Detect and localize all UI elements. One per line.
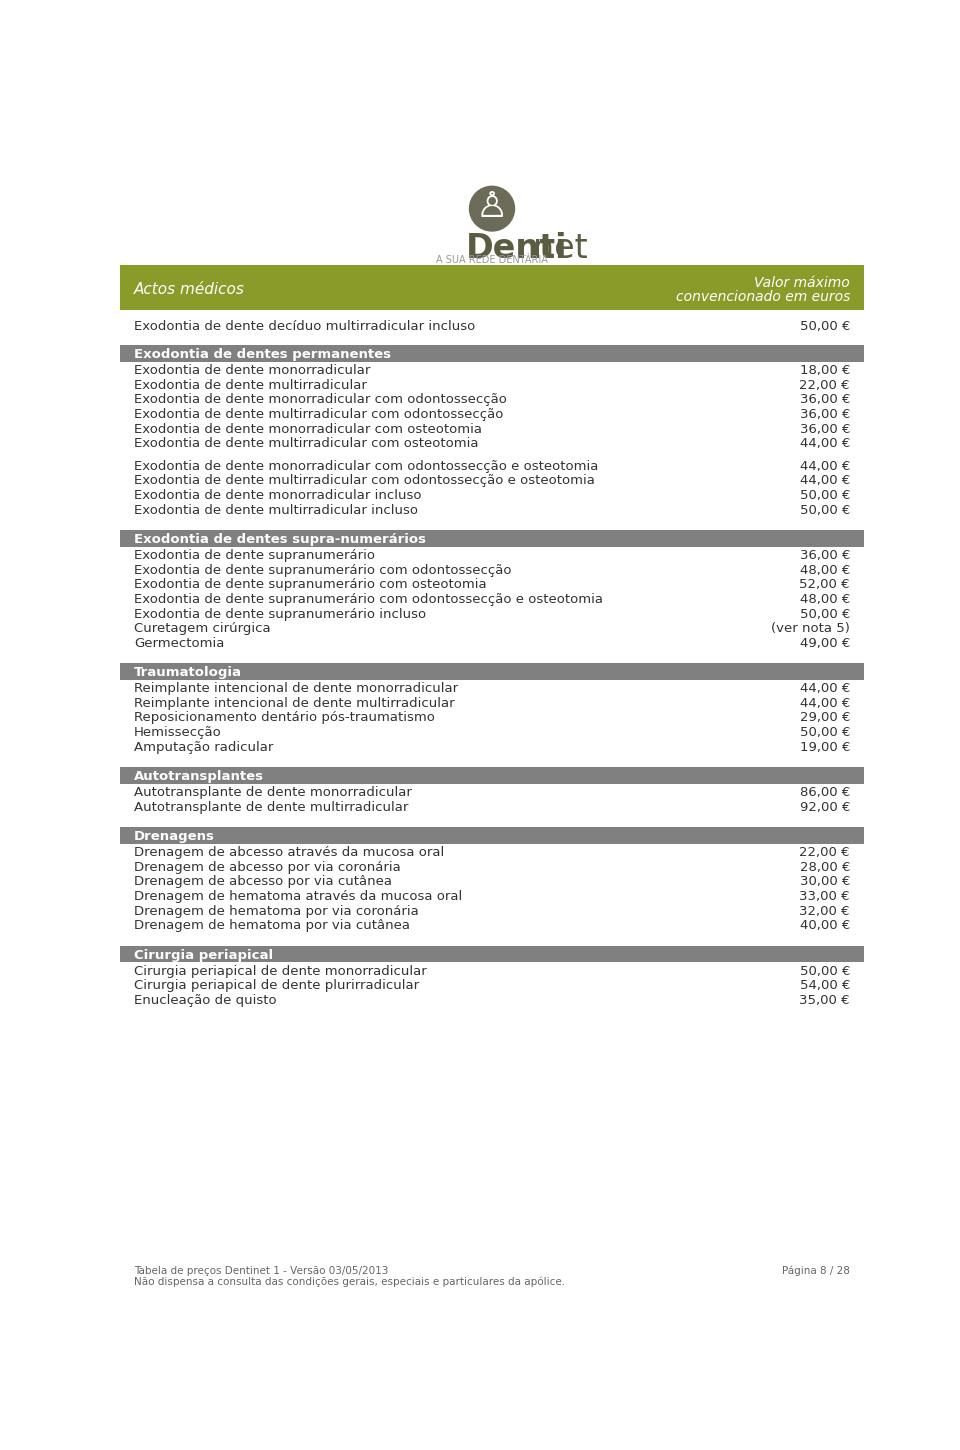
Text: Germectomia: Germectomia bbox=[134, 637, 225, 650]
Text: Drenagem de abcesso por via cutânea: Drenagem de abcesso por via cutânea bbox=[134, 876, 392, 889]
Text: Exodontia de dente supranumerário: Exodontia de dente supranumerário bbox=[134, 550, 375, 563]
Text: 29,00 €: 29,00 € bbox=[800, 712, 850, 725]
Text: 19,00 €: 19,00 € bbox=[800, 741, 850, 754]
Text: ♙: ♙ bbox=[476, 190, 508, 225]
Text: 22,00 €: 22,00 € bbox=[800, 847, 850, 860]
Text: Hemissecção: Hemissecção bbox=[134, 726, 222, 740]
Text: 36,00 €: 36,00 € bbox=[800, 393, 850, 406]
Text: 36,00 €: 36,00 € bbox=[800, 423, 850, 435]
Text: 44,00 €: 44,00 € bbox=[800, 438, 850, 451]
Text: Exodontia de dente decíduo multirradicular incluso: Exodontia de dente decíduo multirradicul… bbox=[134, 320, 475, 334]
Text: Reposicionamento dentário pós-traumatismo: Reposicionamento dentário pós-traumatism… bbox=[134, 712, 435, 725]
Text: 44,00 €: 44,00 € bbox=[800, 460, 850, 473]
Text: 22,00 €: 22,00 € bbox=[800, 378, 850, 392]
Text: Denti: Denti bbox=[466, 232, 567, 265]
Text: Exodontia de dente supranumerário incluso: Exodontia de dente supranumerário inclus… bbox=[134, 608, 426, 621]
Text: 32,00 €: 32,00 € bbox=[800, 905, 850, 918]
Bar bbox=[120, 945, 864, 963]
Text: Autotransplantes: Autotransplantes bbox=[134, 770, 264, 783]
Bar bbox=[120, 265, 864, 309]
Text: Autotransplante de dente multirradicular: Autotransplante de dente multirradicular bbox=[134, 800, 408, 813]
Text: 50,00 €: 50,00 € bbox=[800, 503, 850, 516]
Text: Página 8 / 28: Página 8 / 28 bbox=[782, 1266, 850, 1276]
Text: Exodontia de dente multirradicular com osteotomia: Exodontia de dente multirradicular com o… bbox=[134, 438, 478, 451]
Text: 86,00 €: 86,00 € bbox=[800, 786, 850, 799]
Text: Exodontia de dente multirradicular: Exodontia de dente multirradicular bbox=[134, 378, 367, 392]
Bar bbox=[120, 345, 864, 362]
Bar bbox=[120, 663, 864, 680]
Text: A SUA REDE DENTÁRIA: A SUA REDE DENTÁRIA bbox=[436, 255, 548, 265]
Text: Cirurgia periapical de dente plurirradicular: Cirurgia periapical de dente plurirradic… bbox=[134, 979, 420, 992]
Text: 48,00 €: 48,00 € bbox=[800, 593, 850, 606]
Text: 35,00 €: 35,00 € bbox=[800, 995, 850, 1008]
Text: Actos médicos: Actos médicos bbox=[134, 281, 245, 297]
Text: 92,00 €: 92,00 € bbox=[800, 800, 850, 813]
Text: Exodontia de dentes permanentes: Exodontia de dentes permanentes bbox=[134, 348, 391, 361]
Text: Não dispensa a consulta das condições gerais, especiais e particulares da apólic: Não dispensa a consulta das condições ge… bbox=[134, 1276, 565, 1288]
Text: Exodontia de dente monorradicular com osteotomia: Exodontia de dente monorradicular com os… bbox=[134, 423, 482, 435]
Text: Drenagens: Drenagens bbox=[134, 829, 215, 842]
Text: 44,00 €: 44,00 € bbox=[800, 697, 850, 710]
Text: 52,00 €: 52,00 € bbox=[800, 579, 850, 592]
Text: Exodontia de dente monorradicular com odontossecção: Exodontia de dente monorradicular com od… bbox=[134, 393, 507, 406]
Text: 50,00 €: 50,00 € bbox=[800, 489, 850, 502]
Text: Exodontia de dente supranumerário com osteotomia: Exodontia de dente supranumerário com os… bbox=[134, 579, 487, 592]
Text: Drenagem de hematoma através da mucosa oral: Drenagem de hematoma através da mucosa o… bbox=[134, 890, 462, 903]
Text: 50,00 €: 50,00 € bbox=[800, 608, 850, 621]
Text: 44,00 €: 44,00 € bbox=[800, 682, 850, 695]
Text: 50,00 €: 50,00 € bbox=[800, 964, 850, 977]
Text: Tabela de preços Dentinet 1 - Versão 03/05/2013: Tabela de preços Dentinet 1 - Versão 03/… bbox=[134, 1266, 389, 1276]
Text: 44,00 €: 44,00 € bbox=[800, 474, 850, 487]
Text: Exodontia de dente supranumerário com odontossecção e osteotomia: Exodontia de dente supranumerário com od… bbox=[134, 593, 603, 606]
Text: Traumatologia: Traumatologia bbox=[134, 666, 242, 679]
Text: net: net bbox=[533, 232, 588, 265]
Text: Cirurgia periapical de dente monorradicular: Cirurgia periapical de dente monorradicu… bbox=[134, 964, 426, 977]
Text: 50,00 €: 50,00 € bbox=[800, 726, 850, 740]
Text: 50,00 €: 50,00 € bbox=[800, 320, 850, 334]
Text: 48,00 €: 48,00 € bbox=[800, 564, 850, 577]
Text: Exodontia de dente supranumerário com odontossecção: Exodontia de dente supranumerário com od… bbox=[134, 564, 512, 577]
Text: Reimplante intencional de dente monorradicular: Reimplante intencional de dente monorrad… bbox=[134, 682, 458, 695]
Text: 36,00 €: 36,00 € bbox=[800, 550, 850, 563]
Text: Exodontia de dente multirradicular com odontossecção: Exodontia de dente multirradicular com o… bbox=[134, 407, 503, 420]
Bar bbox=[120, 529, 864, 547]
Text: Exodontia de dente monorradicular incluso: Exodontia de dente monorradicular inclus… bbox=[134, 489, 421, 502]
Text: Exodontia de dentes supra-numerários: Exodontia de dentes supra-numerários bbox=[134, 532, 426, 545]
Text: Exodontia de dente monorradicular: Exodontia de dente monorradicular bbox=[134, 364, 371, 377]
Text: Exodontia de dente monorradicular com odontossecção e osteotomia: Exodontia de dente monorradicular com od… bbox=[134, 460, 598, 473]
Text: Autotransplante de dente monorradicular: Autotransplante de dente monorradicular bbox=[134, 786, 412, 799]
Text: 49,00 €: 49,00 € bbox=[800, 637, 850, 650]
Bar bbox=[120, 826, 864, 844]
Text: Exodontia de dente multirradicular com odontossecção e osteotomia: Exodontia de dente multirradicular com o… bbox=[134, 474, 595, 487]
Text: 28,00 €: 28,00 € bbox=[800, 861, 850, 874]
Text: Drenagem de hematoma por via coronária: Drenagem de hematoma por via coronária bbox=[134, 905, 419, 918]
Text: Cirurgia periapical: Cirurgia periapical bbox=[134, 948, 273, 961]
Text: 40,00 €: 40,00 € bbox=[800, 919, 850, 932]
Text: Drenagem de abcesso por via coronária: Drenagem de abcesso por via coronária bbox=[134, 861, 400, 874]
Text: 33,00 €: 33,00 € bbox=[800, 890, 850, 903]
Text: convencionado em euros: convencionado em euros bbox=[676, 290, 850, 304]
Text: Reimplante intencional de dente multirradicular: Reimplante intencional de dente multirra… bbox=[134, 697, 455, 710]
Text: 36,00 €: 36,00 € bbox=[800, 407, 850, 420]
Text: Amputação radicular: Amputação radicular bbox=[134, 741, 274, 754]
Text: Curetagem cirúrgica: Curetagem cirúrgica bbox=[134, 622, 271, 635]
Text: (ver nota 5): (ver nota 5) bbox=[771, 622, 850, 635]
Text: 30,00 €: 30,00 € bbox=[800, 876, 850, 889]
Text: 18,00 €: 18,00 € bbox=[800, 364, 850, 377]
Bar bbox=[120, 767, 864, 784]
Text: Drenagem de abcesso através da mucosa oral: Drenagem de abcesso através da mucosa or… bbox=[134, 847, 444, 860]
Text: Enucleação de quisto: Enucleação de quisto bbox=[134, 995, 276, 1008]
Text: 54,00 €: 54,00 € bbox=[800, 979, 850, 992]
Text: Valor máximo: Valor máximo bbox=[755, 276, 850, 290]
Circle shape bbox=[469, 186, 515, 231]
Text: Exodontia de dente multirradicular incluso: Exodontia de dente multirradicular inclu… bbox=[134, 503, 418, 516]
Text: Drenagem de hematoma por via cutânea: Drenagem de hematoma por via cutânea bbox=[134, 919, 410, 932]
